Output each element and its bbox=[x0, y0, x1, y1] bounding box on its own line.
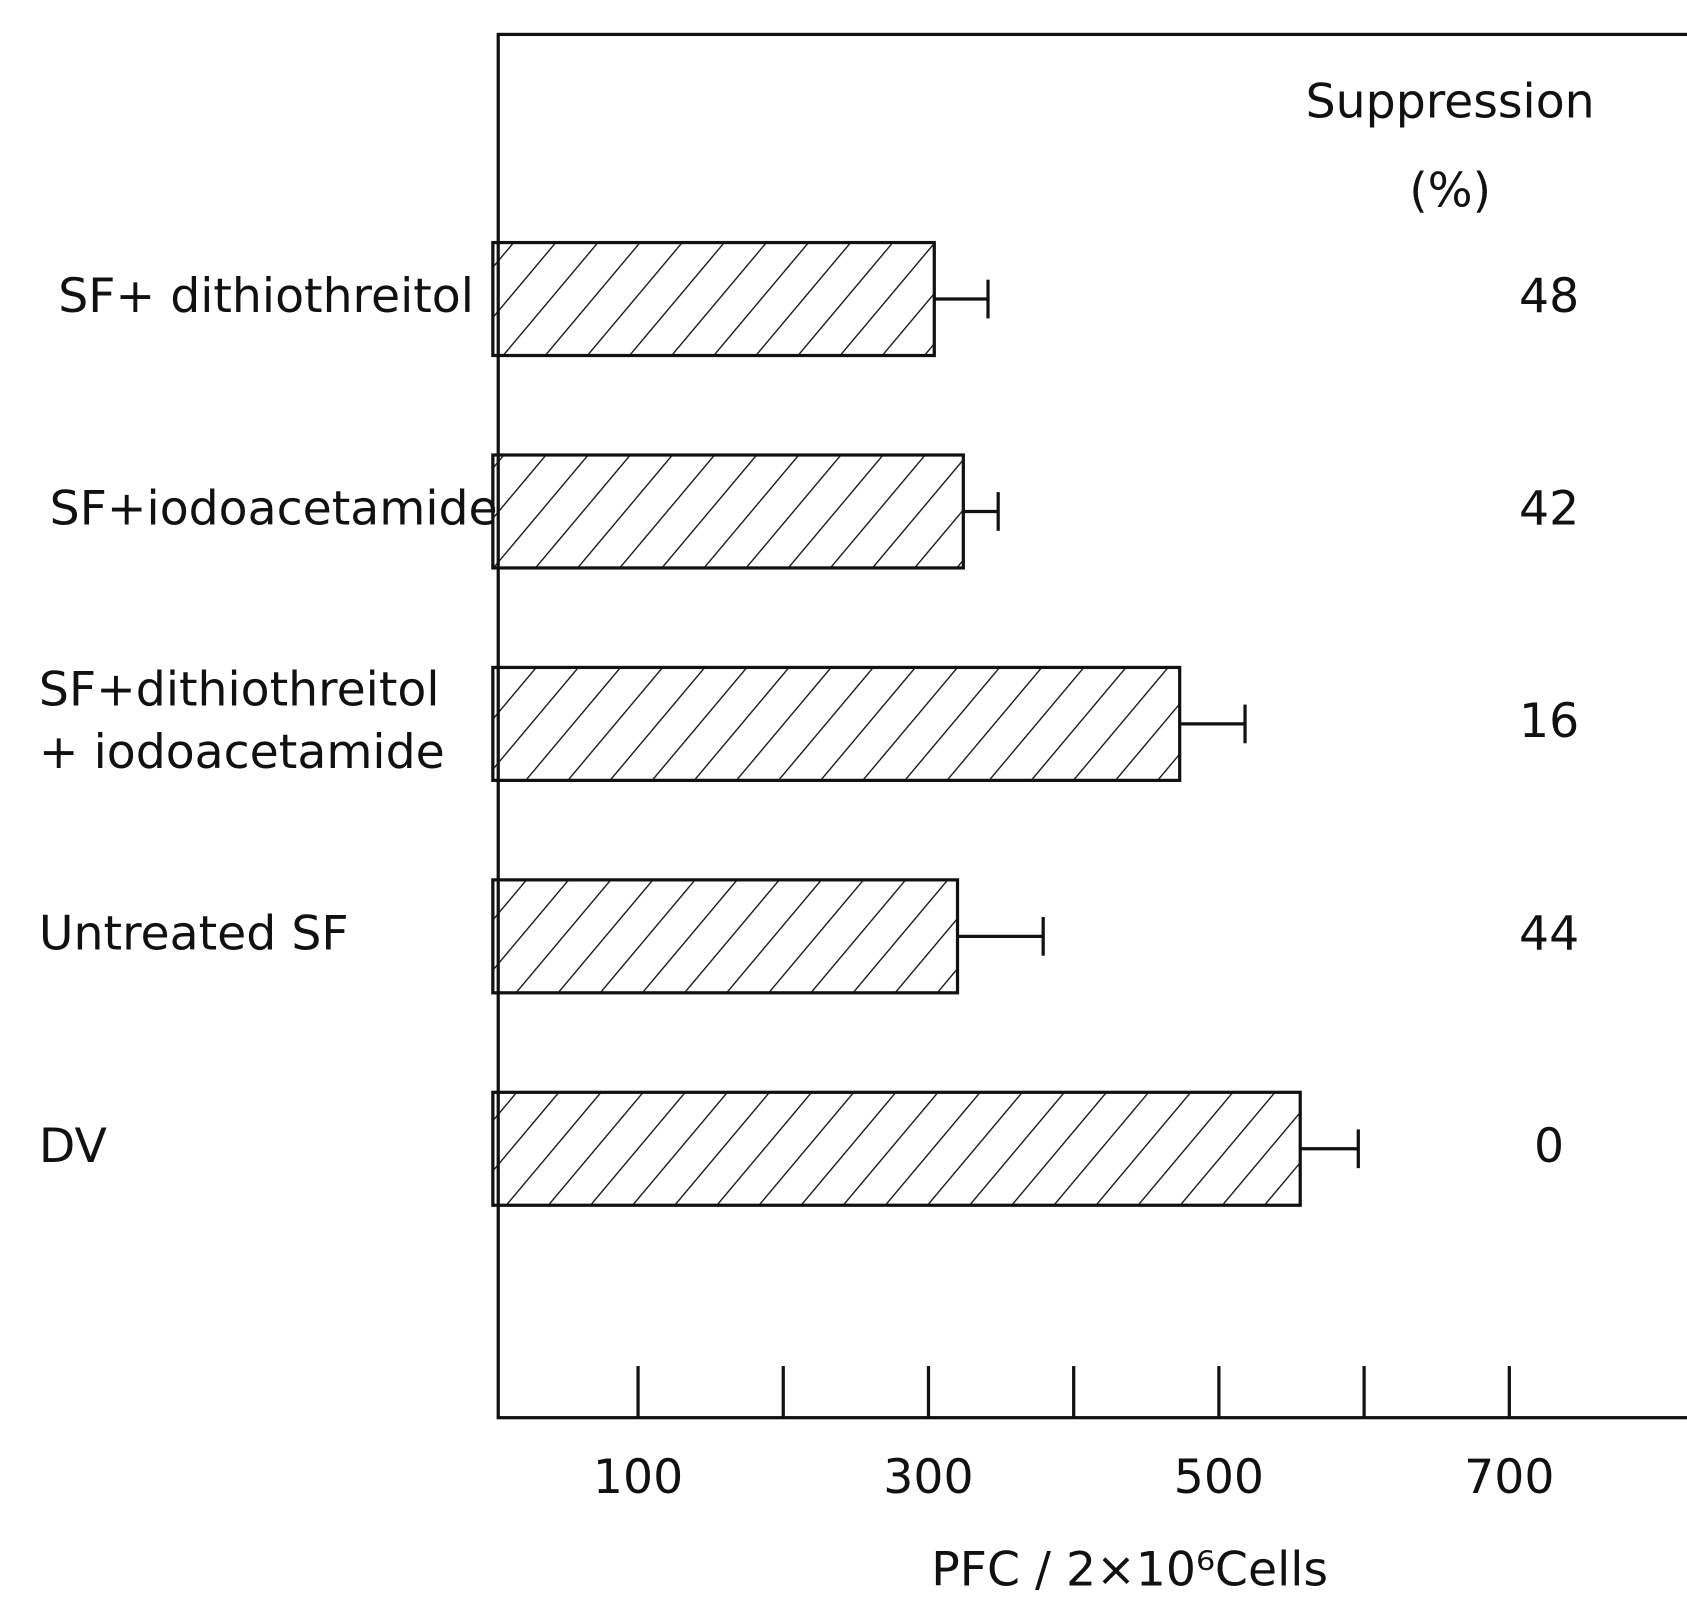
suppression-title: Suppression bbox=[1306, 74, 1595, 129]
suppression-value: 48 bbox=[1519, 269, 1579, 324]
y-tick-label: DV bbox=[39, 1119, 107, 1174]
y-tick-label: SF+iodoacetamide bbox=[50, 481, 498, 536]
suppression-value: 44 bbox=[1519, 906, 1579, 961]
x-tick-label: 300 bbox=[883, 1450, 973, 1505]
bar bbox=[491, 665, 1182, 782]
bar bbox=[491, 453, 965, 570]
x-axis-label: PFC / 2×10⁶Cells bbox=[931, 1543, 1328, 1598]
bar bbox=[491, 878, 960, 995]
y-tick-label: SF+ dithiothreitol bbox=[58, 269, 474, 324]
suppression-value: 0 bbox=[1534, 1119, 1564, 1174]
y-tick-label: + iodoacetamide bbox=[39, 725, 445, 780]
y-tick-label: Untreated SF bbox=[39, 906, 349, 961]
x-tick-label: 700 bbox=[1464, 1450, 1554, 1505]
x-tick-label: 100 bbox=[593, 1450, 683, 1505]
suppression-title: (%) bbox=[1409, 164, 1491, 219]
bar bbox=[491, 1090, 1302, 1207]
x-tick-label: 500 bbox=[1174, 1450, 1264, 1505]
y-tick-label: SF+dithiothreitol bbox=[39, 663, 440, 718]
suppression-value: 42 bbox=[1519, 481, 1579, 536]
suppression-value: 16 bbox=[1519, 694, 1579, 749]
bar bbox=[491, 240, 936, 358]
